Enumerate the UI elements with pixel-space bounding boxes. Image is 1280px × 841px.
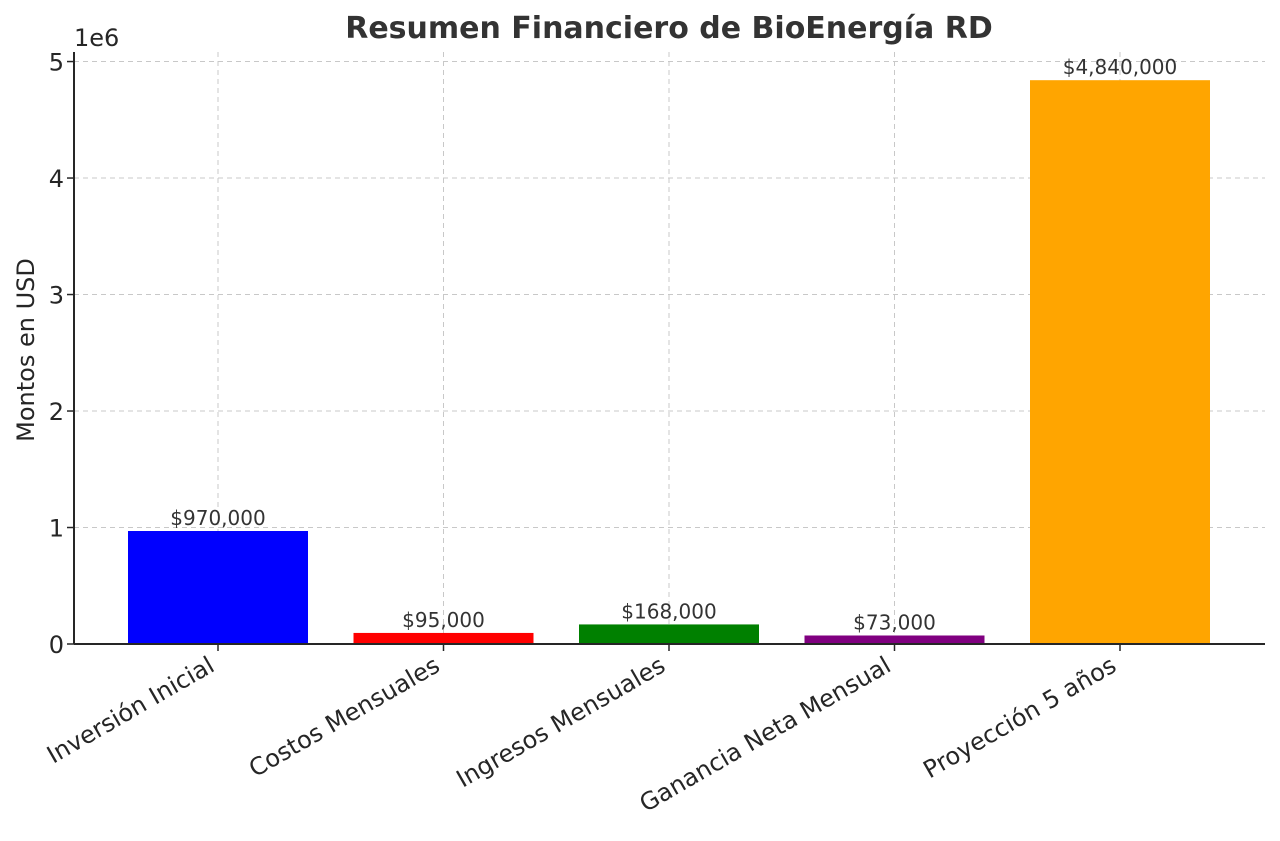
data-label: $168,000	[621, 599, 716, 623]
y-tick-label: 2	[49, 398, 64, 426]
data-label: $73,000	[853, 610, 936, 634]
y-tick-label: 1	[49, 515, 64, 543]
chart-title: Resumen Financiero de BioEnergía RD	[345, 11, 993, 46]
y-tick-label: 4	[49, 165, 64, 193]
bar	[128, 531, 308, 644]
y-axis-ticks: 0 1 2 3 4 5	[49, 49, 74, 659]
x-tick-label: Ganancia Neta Mensual	[635, 651, 896, 818]
y-tick-label: 0	[49, 631, 64, 659]
bar	[804, 635, 985, 644]
x-tick-label: Proyección 5 años	[919, 651, 1121, 784]
y-tick-label: 5	[49, 49, 64, 77]
x-axis-ticks: Inversión Inicial Costos Mensuales Ingreso…	[42, 644, 1121, 818]
bar	[579, 624, 759, 644]
x-tick-label: Inversión Inicial	[42, 651, 219, 769]
data-labels: $970,000 $95,000 $168,000 $73,000 $4,840,000	[170, 55, 1177, 634]
y-tick-label: 3	[49, 282, 64, 310]
data-label: $4,840,000	[1063, 55, 1178, 79]
data-label: $95,000	[402, 608, 485, 632]
bar	[353, 632, 534, 644]
x-tick-label: Costos Mensuales	[244, 651, 444, 783]
bar	[1030, 80, 1210, 644]
x-tick-label: Ingresos Mensuales	[452, 651, 670, 793]
bars	[128, 80, 1210, 644]
y-axis-label: Montos en USD	[12, 258, 40, 442]
data-label: $970,000	[170, 506, 265, 530]
y-axis-offset-label: 1e6	[74, 24, 119, 52]
